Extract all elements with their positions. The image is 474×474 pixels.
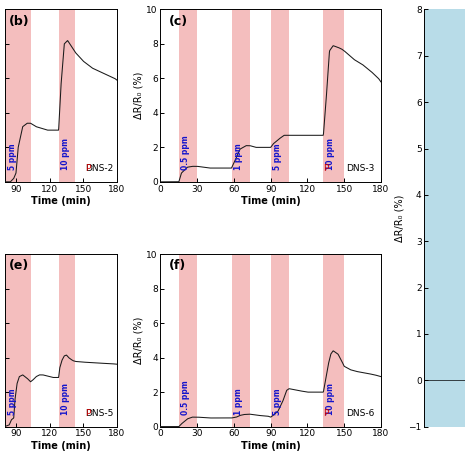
X-axis label: Time (min): Time (min)	[241, 441, 301, 451]
Text: P: P	[323, 409, 328, 418]
Text: (c): (c)	[169, 15, 189, 27]
Text: DNS-5: DNS-5	[85, 409, 114, 418]
Text: 5 ppm: 5 ppm	[8, 143, 17, 170]
Bar	[179, 254, 197, 427]
Text: DNS-6: DNS-6	[346, 409, 374, 418]
Bar	[5, 254, 30, 427]
Text: 10 ppm: 10 ppm	[326, 138, 335, 170]
Text: 10 ppm: 10 ppm	[326, 383, 335, 415]
Bar	[59, 254, 75, 427]
Text: 10 ppm: 10 ppm	[61, 383, 70, 415]
Bar	[323, 254, 344, 427]
Text: (e): (e)	[9, 259, 29, 273]
X-axis label: Time (min): Time (min)	[241, 196, 301, 206]
Text: 0.5 ppm: 0.5 ppm	[181, 380, 190, 415]
Text: 5 ppm: 5 ppm	[273, 143, 282, 170]
Text: DNS-2: DNS-2	[85, 164, 114, 173]
Text: 1 ppm: 1 ppm	[234, 388, 243, 415]
Bar	[5, 9, 30, 182]
X-axis label: Time (min): Time (min)	[31, 196, 91, 206]
Bar	[323, 9, 344, 182]
Text: P: P	[323, 164, 328, 173]
Text: P: P	[85, 164, 90, 173]
Text: (b): (b)	[9, 15, 30, 27]
Text: 5 ppm: 5 ppm	[273, 388, 282, 415]
Y-axis label: ΔR/R₀ (%): ΔR/R₀ (%)	[133, 72, 144, 119]
Bar	[179, 9, 197, 182]
Text: 1 ppm: 1 ppm	[234, 143, 243, 170]
Text: 0.5 ppm: 0.5 ppm	[181, 135, 190, 170]
Text: DNS-3: DNS-3	[346, 164, 374, 173]
Bar	[231, 254, 250, 427]
Text: 10 ppm: 10 ppm	[61, 138, 70, 170]
Y-axis label: ΔR/R₀ (%): ΔR/R₀ (%)	[394, 194, 404, 242]
Text: (f): (f)	[169, 259, 187, 273]
X-axis label: Time (min): Time (min)	[31, 441, 91, 451]
Text: P: P	[85, 409, 90, 418]
Bar	[271, 9, 289, 182]
Bar	[271, 254, 289, 427]
Y-axis label: ΔR/R₀ (%): ΔR/R₀ (%)	[133, 317, 144, 364]
Bar	[231, 9, 250, 182]
Text: 5 ppm: 5 ppm	[8, 388, 17, 415]
Bar	[59, 9, 75, 182]
